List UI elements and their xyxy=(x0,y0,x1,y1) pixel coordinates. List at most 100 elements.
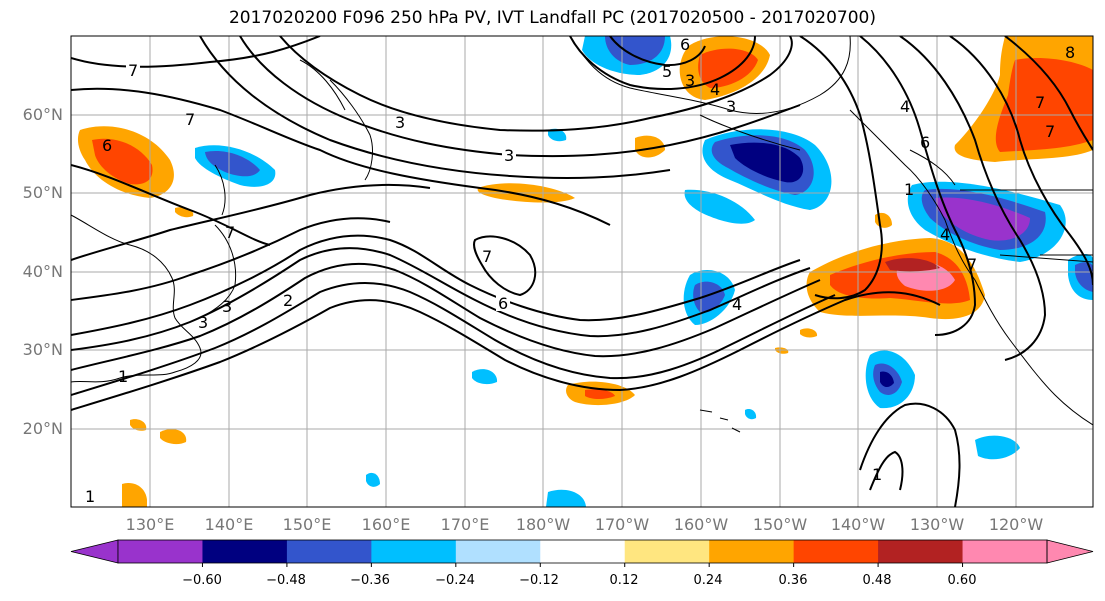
shade-warm-small-13 xyxy=(130,419,147,431)
contour-label: 8 xyxy=(1065,43,1075,62)
gridlines xyxy=(71,36,1093,507)
shade-warm-small-2 xyxy=(635,135,665,158)
contour-label: 7 xyxy=(128,61,138,80)
colorbar-tick-label: 0.36 xyxy=(778,573,808,588)
shade-cool-nw-3 xyxy=(935,197,1030,241)
contour-line xyxy=(1004,36,1093,151)
shade-cool-south-core xyxy=(880,371,894,388)
colorbar-segment xyxy=(793,540,879,563)
contour-line xyxy=(609,36,706,67)
lon-label: 160°W xyxy=(673,515,729,534)
contour-labels: 7 6 7 7 3 3 2 1 3 3 7 6 4 6 5 4 3 3 4 6 … xyxy=(85,35,1075,506)
colorbar-arrow-right xyxy=(1046,539,1094,564)
contour-label: 3 xyxy=(685,71,695,90)
colorbar-segment xyxy=(878,540,964,563)
shade-cool-small-3 xyxy=(472,369,498,385)
contour-line xyxy=(71,282,836,396)
colorbar-segment xyxy=(286,540,372,563)
lat-label-40n: 40°N xyxy=(22,262,63,281)
shade-cool-east-inner xyxy=(1075,262,1093,292)
lat-label-30n: 30°N xyxy=(22,340,63,359)
contour-line xyxy=(799,36,883,300)
contour-label: 4 xyxy=(732,295,742,314)
shade-cool-bering-2 xyxy=(605,36,665,65)
contour-line xyxy=(472,235,537,297)
contour-line xyxy=(569,36,756,91)
colorbar-tick-label: 0.60 xyxy=(947,573,977,588)
contour-line xyxy=(949,36,1093,286)
colorbar-segment xyxy=(202,540,288,563)
contour-line xyxy=(71,87,611,226)
contour-line xyxy=(859,36,977,336)
colorbar-tick-label: 0.48 xyxy=(862,573,892,588)
lon-label: 180°W xyxy=(515,515,571,534)
pv-contours xyxy=(71,36,1093,507)
contour-label: 3 xyxy=(395,113,405,132)
shade-warm-small-14 xyxy=(775,347,789,354)
shade-warm-ne-2 xyxy=(995,58,1093,152)
coast-japan xyxy=(199,164,237,319)
colorbar-tick-label: −0.60 xyxy=(182,573,222,588)
coast-alaska xyxy=(569,36,851,151)
contour-label: 1 xyxy=(904,180,914,199)
contour-label: 3 xyxy=(504,146,514,165)
contour-label: 4 xyxy=(900,97,910,116)
contour-line xyxy=(71,247,811,351)
colorbar-tick-label: 0.12 xyxy=(609,573,639,588)
lat-label-60n: 60°N xyxy=(22,105,63,124)
contour-line xyxy=(71,183,431,261)
contour-label: 3 xyxy=(222,297,232,316)
lon-label: 160°E xyxy=(361,515,411,534)
colorbar-segment xyxy=(455,540,541,563)
shade-cool-small-12 xyxy=(548,128,567,142)
contour-label: 1 xyxy=(118,367,128,386)
lon-label: 140°E xyxy=(204,515,254,534)
shade-cool-small-11 xyxy=(745,408,757,420)
coast-hawaii xyxy=(699,409,741,433)
contour-line xyxy=(869,450,904,491)
shade-cool-goa-3 xyxy=(730,142,804,183)
shade-cool-mid-1 xyxy=(684,189,755,224)
contour-label: 7 xyxy=(482,247,492,266)
contour-line xyxy=(71,291,941,411)
lon-label: 170°E xyxy=(440,515,490,534)
coastlines xyxy=(71,36,1093,433)
contour-line xyxy=(199,36,671,179)
contour-label: 7 xyxy=(967,255,977,274)
colorbar-tick-label: −0.24 xyxy=(435,573,475,588)
lat-label-50n: 50°N xyxy=(22,183,63,202)
contour-label: 2 xyxy=(283,291,293,310)
map-frame xyxy=(70,35,1094,508)
shade-cool-small-4 xyxy=(546,489,586,507)
colorbar-tick-label: 0.24 xyxy=(693,573,723,588)
contour-label: 6 xyxy=(102,136,112,155)
shade-warm-small-6 xyxy=(122,482,147,507)
contour-label: 1 xyxy=(872,465,882,484)
contour-line xyxy=(279,36,793,132)
contour-label: 4 xyxy=(940,225,950,244)
contour-label: 6 xyxy=(680,35,690,54)
colorbar-segment xyxy=(118,540,203,563)
shade-cool-se xyxy=(975,435,1020,460)
contour-line xyxy=(71,217,391,301)
contour-label: 7 xyxy=(185,110,195,129)
lat-label-20n: 20°N xyxy=(22,419,63,438)
colorbar-segment xyxy=(540,540,626,563)
colorbar-segment xyxy=(709,540,795,563)
contour-label: 5 xyxy=(662,62,672,81)
coast-northamerica xyxy=(849,109,1093,426)
shade-red-core xyxy=(885,258,940,272)
contour-label: 3 xyxy=(198,313,208,332)
figure-title: 2017020200 F096 250 hPa PV, IVT Landfall… xyxy=(228,8,876,28)
lon-label: 120°W xyxy=(988,515,1044,534)
colorbar-tick-label: −0.48 xyxy=(266,573,306,588)
colorbar-tick-label: −0.36 xyxy=(350,573,390,588)
lon-label: 140°W xyxy=(830,515,886,534)
shade-warm-small-5 xyxy=(160,429,187,445)
lon-label: 130°W xyxy=(909,515,965,534)
contour-line xyxy=(899,36,1047,361)
colorbar xyxy=(70,539,1094,567)
contour-line xyxy=(859,402,961,507)
shade-warm-small-8 xyxy=(800,328,818,338)
